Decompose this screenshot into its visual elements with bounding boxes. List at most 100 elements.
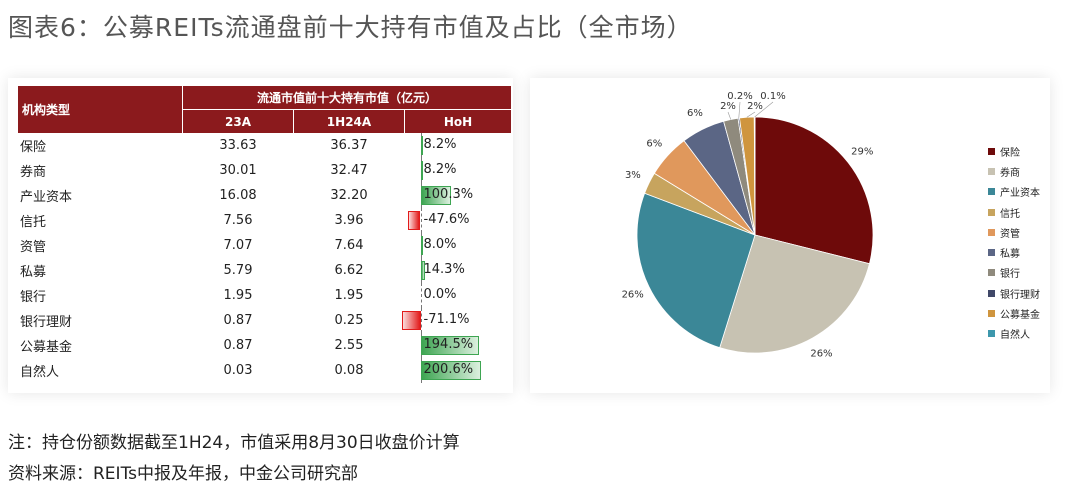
legend-label: 信托 <box>1000 208 1020 220</box>
legend-item: 产业资本 <box>988 182 1040 202</box>
row-23a: 33.63 <box>219 138 257 153</box>
hoh-axis-line <box>420 208 422 233</box>
row-hoh-cell: 14.3% <box>405 258 512 283</box>
hoh-bar <box>420 161 423 180</box>
row-institution: 私募 <box>20 265 47 280</box>
hoh-value: 8.2% <box>423 137 457 152</box>
legend-item: 保险 <box>988 141 1040 161</box>
legend-item: 券商 <box>988 161 1040 181</box>
pie-slice-label: 3% <box>625 170 641 181</box>
holdings-table-panel: 机构类型 流通市值前十大持有市值（亿元） 23A 1H24A HoH 保险 33.… <box>8 78 513 393</box>
pie-slice <box>636 192 756 349</box>
legend-label: 产业资本 <box>1000 188 1040 200</box>
row-institution: 产业资本 <box>20 190 73 205</box>
header-hoh: HoH <box>404 109 511 133</box>
legend-label: 私募 <box>1000 249 1020 261</box>
legend-swatch <box>988 269 995 277</box>
row-23a: 0.87 <box>223 313 253 328</box>
row-1h24a: 3.96 <box>334 213 364 228</box>
row-hoh-cell: 0.0% <box>405 283 512 308</box>
row-1h24a: 0.08 <box>334 363 364 378</box>
row-1h24a: 1.95 <box>334 288 364 303</box>
hoh-value: 100.3% <box>423 187 474 202</box>
hoh-value: -71.1% <box>423 312 470 327</box>
legend-swatch <box>988 310 995 318</box>
pie-slice <box>719 234 870 354</box>
row-23a: 5.79 <box>223 263 253 278</box>
pie-slice-label: 6% <box>687 108 703 119</box>
hoh-bar <box>420 186 451 205</box>
row-hoh-cell: 8.2% <box>405 158 512 183</box>
hoh-bar <box>407 211 421 230</box>
source-note: 资料来源：REITs中报及年报，中金公司研究部 <box>8 464 358 484</box>
hoh-value: 8.0% <box>423 237 457 252</box>
hoh-value: 0.0% <box>423 287 457 302</box>
table-row: 信托 7.56 3.96 -47.6% <box>18 208 511 233</box>
row-institution: 保险 <box>20 140 47 155</box>
row-hoh-cell: 8.2% <box>405 133 512 158</box>
row-23a: 1.95 <box>223 288 253 303</box>
row-hoh-cell: -47.6% <box>405 208 512 233</box>
pie-leader-line <box>727 111 732 120</box>
legend-item: 信托 <box>988 202 1040 222</box>
pie-chart: 29%26%26%3%6%6%2%0.2%2%0.1% <box>622 91 874 360</box>
legend-item: 银行 <box>988 263 1040 283</box>
hoh-value: 200.6% <box>423 362 474 377</box>
row-1h24a: 32.47 <box>330 163 368 178</box>
header-23a: 23A <box>182 109 294 133</box>
row-1h24a: 7.64 <box>334 238 364 253</box>
hoh-bar <box>420 136 423 155</box>
table-row: 银行 1.95 1.95 0.0% <box>18 283 511 308</box>
legend-label: 资管 <box>1000 228 1020 240</box>
row-1h24a: 6.62 <box>334 263 364 278</box>
pie-slice-label: 2% <box>720 101 736 112</box>
legend-item: 公募基金 <box>988 303 1040 323</box>
legend-swatch <box>988 289 995 297</box>
row-institution: 自然人 <box>20 365 60 380</box>
pie-slice-label: 0.1% <box>760 91 785 102</box>
table-row: 保险 33.63 36.37 8.2% <box>18 133 511 158</box>
header-1h24a: 1H24A <box>293 109 405 133</box>
table-row: 券商 30.01 32.47 8.2% <box>18 158 511 183</box>
legend-swatch <box>988 167 995 175</box>
legend-label: 公募基金 <box>1000 310 1040 322</box>
header-institution: 机构类型 <box>18 86 183 133</box>
row-hoh-cell: 194.5% <box>405 333 512 358</box>
row-23a: 16.08 <box>219 188 257 203</box>
row-institution: 资管 <box>20 240 47 255</box>
legend-label: 券商 <box>1000 167 1020 179</box>
row-hoh-cell: 100.3% <box>405 183 512 208</box>
legend-label: 自然人 <box>1000 330 1030 342</box>
table-row: 产业资本 16.08 32.20 100.3% <box>18 183 511 208</box>
legend-swatch <box>988 208 995 216</box>
pie-slice-label: 2% <box>747 101 763 112</box>
hoh-bar <box>420 261 425 280</box>
header-group: 流通市值前十大持有市值（亿元） <box>182 86 511 110</box>
hoh-value: 194.5% <box>423 337 474 352</box>
row-hoh-cell: 200.6% <box>405 358 512 383</box>
legend-swatch <box>988 188 995 196</box>
hoh-bar <box>420 336 479 355</box>
row-23a: 7.56 <box>223 213 253 228</box>
legend-swatch <box>988 228 995 236</box>
pie-leader-line <box>746 111 756 118</box>
pie-slice-label: 0.2% <box>727 91 752 102</box>
hoh-value: 8.2% <box>423 162 457 177</box>
row-1h24a: 0.25 <box>334 313 364 328</box>
hoh-axis-line <box>420 308 422 333</box>
row-hoh-cell: -71.1% <box>401 308 512 333</box>
pie-leader-line <box>738 101 741 119</box>
legend-swatch <box>988 330 995 338</box>
legend-swatch <box>988 147 995 155</box>
page-title: 图表6：公募REITs流通盘前十大持有市值及占比（全市场） <box>8 13 693 42</box>
table-body: 保险 33.63 36.37 8.2% 券商 30.01 32.47 8.2% 产业资本 16.0… <box>18 133 511 383</box>
row-23a: 0.03 <box>223 363 253 378</box>
table-row: 银行理财 0.87 0.25 -71.1% <box>18 308 511 333</box>
pie-slice-label: 29% <box>851 146 873 157</box>
pie-slice-label: 26% <box>622 289 644 300</box>
holdings-table: 机构类型 流通市值前十大持有市值（亿元） 23A 1H24A HoH 保险 33.… <box>18 86 511 383</box>
row-institution: 银行 <box>20 290 47 305</box>
hoh-axis-line <box>420 283 422 308</box>
hoh-bar <box>401 311 421 330</box>
row-23a: 30.01 <box>219 163 257 178</box>
